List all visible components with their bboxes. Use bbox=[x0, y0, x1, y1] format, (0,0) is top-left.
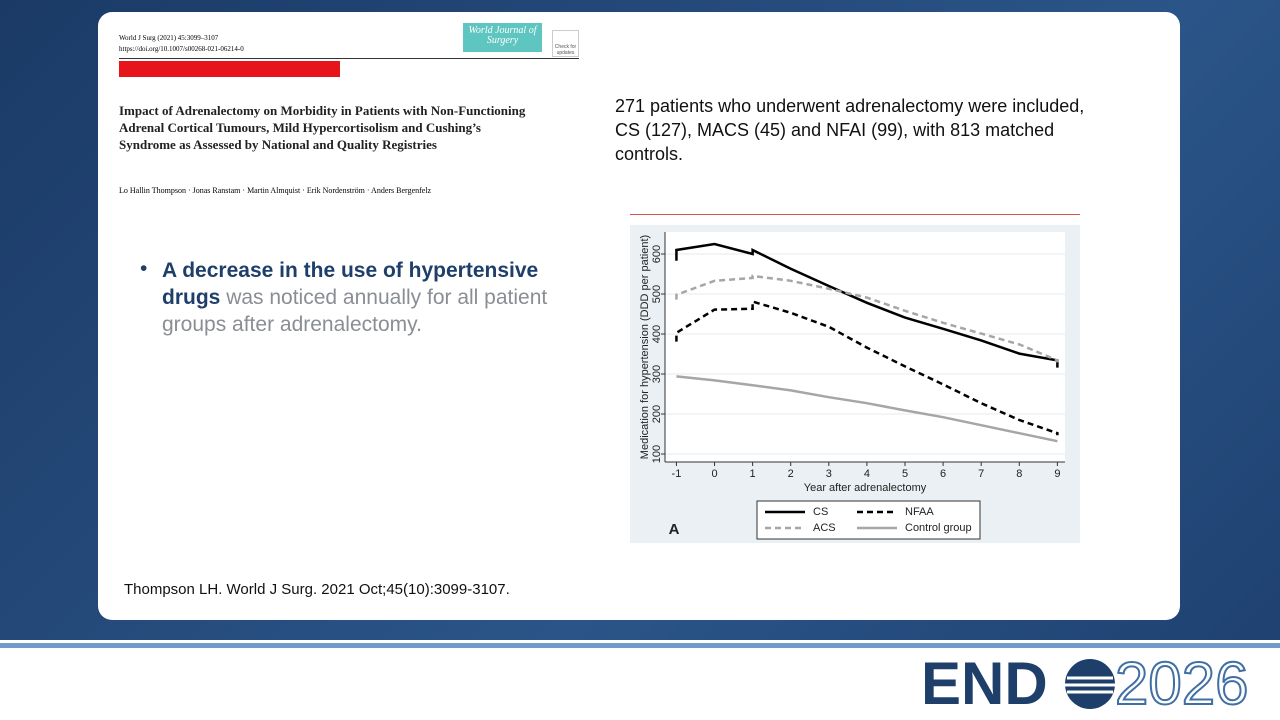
bullet-dot: • bbox=[140, 257, 148, 280]
chart: Medication for hypertension (DDD per pat… bbox=[630, 225, 1080, 543]
logo-globe-lines bbox=[1065, 676, 1115, 694]
y-tick-label: 600 bbox=[651, 245, 663, 263]
journal-line: World J Surg (2021) 45:3099–3107 bbox=[119, 34, 219, 42]
x-tick-label: 4 bbox=[864, 468, 870, 480]
y-tick-label: 400 bbox=[651, 325, 663, 343]
legend-box bbox=[756, 500, 981, 540]
series-line bbox=[675, 299, 1059, 436]
check-badge: Check for updates bbox=[552, 30, 579, 57]
series-line bbox=[676, 375, 1058, 443]
divider bbox=[630, 214, 1080, 215]
paper-title: Impact of Adrenalectomy on Morbidity in … bbox=[119, 103, 526, 152]
y-tick-label: 200 bbox=[651, 405, 663, 423]
red-banner bbox=[119, 61, 340, 77]
x-tick-label: 7 bbox=[978, 468, 984, 480]
y-tick-label: 300 bbox=[651, 365, 663, 383]
x-tick-label: -1 bbox=[672, 468, 682, 480]
y-axis-label: Medication for hypertension (DDD per pat… bbox=[639, 235, 651, 459]
panel-label: A bbox=[669, 521, 680, 538]
x-tick-label: 5 bbox=[902, 468, 908, 480]
series-line bbox=[675, 274, 1059, 363]
journal-badge: World Journal of Surgery bbox=[463, 23, 542, 52]
x-tick-label: 1 bbox=[750, 468, 756, 480]
doi: https://doi.org/10.1007/s00268-021-06214… bbox=[119, 45, 244, 53]
x-tick-label: 2 bbox=[788, 468, 794, 480]
legend-label: CS bbox=[813, 506, 828, 518]
bullet: A decrease in the use of hypertensive dr… bbox=[162, 257, 562, 338]
y-tick-label: 500 bbox=[651, 285, 663, 303]
bullet-bold: A decrease in the use of hypertensive dr… bbox=[162, 259, 539, 309]
legend-label: NFAA bbox=[905, 506, 934, 518]
authors: Lo Hallin Thompson · Jonas Ranstam · Mar… bbox=[119, 186, 432, 195]
x-tick-label: 3 bbox=[826, 468, 832, 480]
y-tick-label: 100 bbox=[651, 445, 663, 463]
bullet-rest: was noticed annually for all patient gro… bbox=[162, 286, 548, 336]
x-tick-label: 6 bbox=[940, 468, 946, 480]
summary: 271 patients who underwent adrenalectomy… bbox=[615, 96, 1085, 164]
x-tick-label: 8 bbox=[1016, 468, 1022, 480]
legend-label: Control group bbox=[905, 522, 972, 534]
logo: END 2026 bbox=[921, 652, 1249, 716]
legend-label: ACS bbox=[813, 522, 836, 534]
logo-left: END bbox=[921, 652, 1048, 716]
rule bbox=[119, 58, 579, 59]
x-tick-label: 9 bbox=[1054, 468, 1060, 480]
x-tick-label: 0 bbox=[711, 468, 717, 480]
citation: Thompson LH. World J Surg. 2021 Oct;45(1… bbox=[124, 581, 510, 598]
footer-line bbox=[0, 643, 1280, 648]
logo-right: 2026 bbox=[1115, 652, 1248, 716]
x-axis-label: Year after adrenalectomy bbox=[804, 482, 927, 494]
